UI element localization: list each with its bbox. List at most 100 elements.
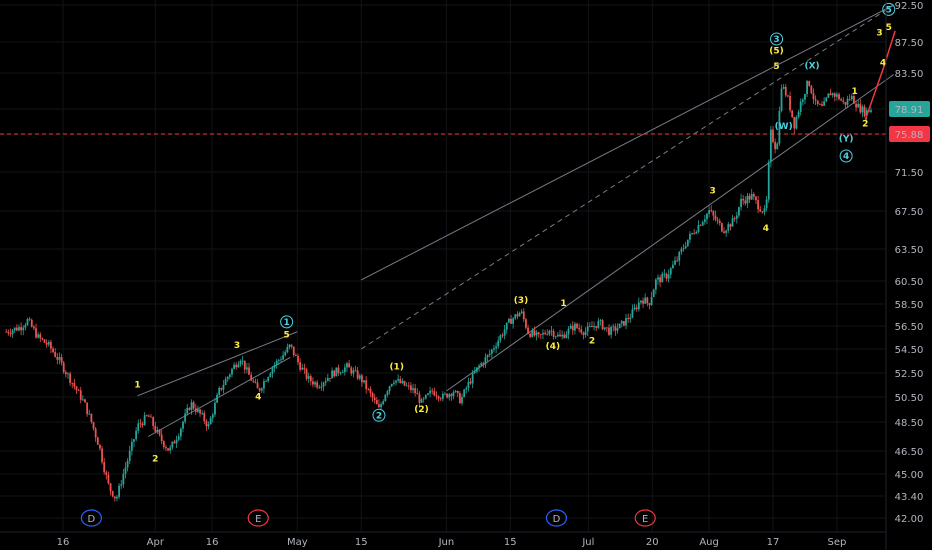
candle-body (733, 218, 736, 220)
candle-body (128, 450, 131, 461)
candle-body (503, 329, 506, 336)
candle-body (414, 388, 417, 394)
price-tick-label: 43.40 (895, 492, 924, 503)
candle-body (348, 363, 351, 368)
candle-body (838, 94, 840, 100)
candle-body (277, 360, 280, 361)
candle-body (245, 367, 248, 370)
candle-body (782, 86, 785, 89)
candle-body (833, 93, 836, 97)
candle-body (88, 413, 91, 415)
time-tick-label: 15 (504, 537, 517, 548)
candle-body (537, 332, 540, 335)
candle-body (629, 317, 632, 320)
wave-label: 5 (886, 23, 892, 33)
candle-body (58, 357, 61, 360)
candle-body (395, 380, 397, 383)
candle-body (680, 248, 683, 252)
candle-body (601, 320, 604, 330)
wave-label: 1 (134, 380, 140, 390)
wave-label: 1 (284, 318, 290, 328)
candle-body (821, 104, 823, 106)
candle-body (791, 110, 794, 118)
candle-body (267, 377, 270, 382)
candle-body (795, 117, 798, 129)
candle-body (116, 496, 118, 499)
candle-body (458, 393, 461, 404)
candle-body (729, 224, 732, 227)
candle-body (495, 346, 497, 349)
time-axis[interactable]: 16 Apr 16 May 15 Jun 15 Jul 20 Aug 17 Sep (57, 537, 847, 548)
candle-body (623, 321, 625, 326)
candle-body (24, 324, 27, 328)
price-tick-label: 63.50 (895, 245, 924, 256)
candle-body (522, 311, 525, 320)
candle-body (331, 370, 333, 379)
candle-body (605, 327, 608, 329)
candle-body (297, 356, 299, 363)
candle-body (669, 268, 672, 275)
candle-body (446, 393, 449, 398)
candle-body (829, 93, 832, 96)
time-marker-ring (80, 509, 103, 527)
candle-body (20, 327, 23, 331)
wave-label: 2 (862, 119, 868, 129)
price-tick-label: 52.50 (895, 369, 924, 380)
candle-body (169, 447, 172, 451)
candle-body (201, 413, 204, 414)
candle-body (84, 399, 86, 403)
wave-label: 3 (234, 341, 240, 351)
candle-body (571, 325, 574, 331)
candle-body (64, 372, 67, 375)
wave-label: (W) (775, 122, 793, 132)
time-tick-label: Jul (581, 537, 594, 548)
candle-body (616, 328, 619, 331)
candle-body (546, 333, 549, 335)
candle-body (354, 370, 357, 372)
candle-body (584, 331, 587, 335)
candle-body (309, 376, 312, 382)
candle-body (561, 334, 564, 337)
candle-body (435, 395, 438, 397)
candle-body (633, 307, 636, 310)
wave-label: (5) (769, 47, 784, 57)
candle-body (335, 367, 338, 377)
candle-body (439, 398, 442, 400)
candle-body (806, 80, 808, 95)
candle-body (456, 390, 459, 394)
candle-body (228, 374, 231, 377)
candle-body (143, 415, 146, 425)
wave-label: 5 (284, 331, 290, 341)
channel-line (446, 74, 894, 392)
candle-body (801, 99, 804, 102)
candle-body (689, 234, 691, 240)
candle-body (320, 386, 323, 388)
candle-body (463, 389, 466, 397)
candle-body (484, 357, 487, 365)
wave-label: 4 (843, 152, 849, 162)
candle-body (363, 380, 365, 383)
candle-body (286, 346, 289, 353)
wave-label: 1 (852, 87, 858, 97)
candle-body (465, 388, 468, 390)
candle-body (392, 382, 395, 384)
time-tick-label: Apr (147, 537, 165, 548)
candle-body (15, 327, 18, 331)
candle-body (141, 423, 144, 425)
candle-body (450, 394, 453, 397)
price-axis[interactable]: 92.50 87.50 83.50 78.91 75.88 71.50 67.50 63.50… (889, 1, 930, 525)
candle-body (706, 213, 708, 220)
candle-body (823, 101, 826, 106)
candle-body (290, 344, 293, 347)
candle-body (827, 93, 830, 98)
candle-body (437, 396, 440, 399)
candle-body (384, 394, 387, 402)
price-tick-label: 60.50 (895, 277, 924, 288)
candle-body (816, 100, 819, 104)
candle-body (525, 319, 527, 328)
wave-label-circle (882, 2, 896, 16)
candle-body (831, 93, 834, 96)
candle-body (356, 370, 359, 379)
candle-body (416, 393, 419, 395)
